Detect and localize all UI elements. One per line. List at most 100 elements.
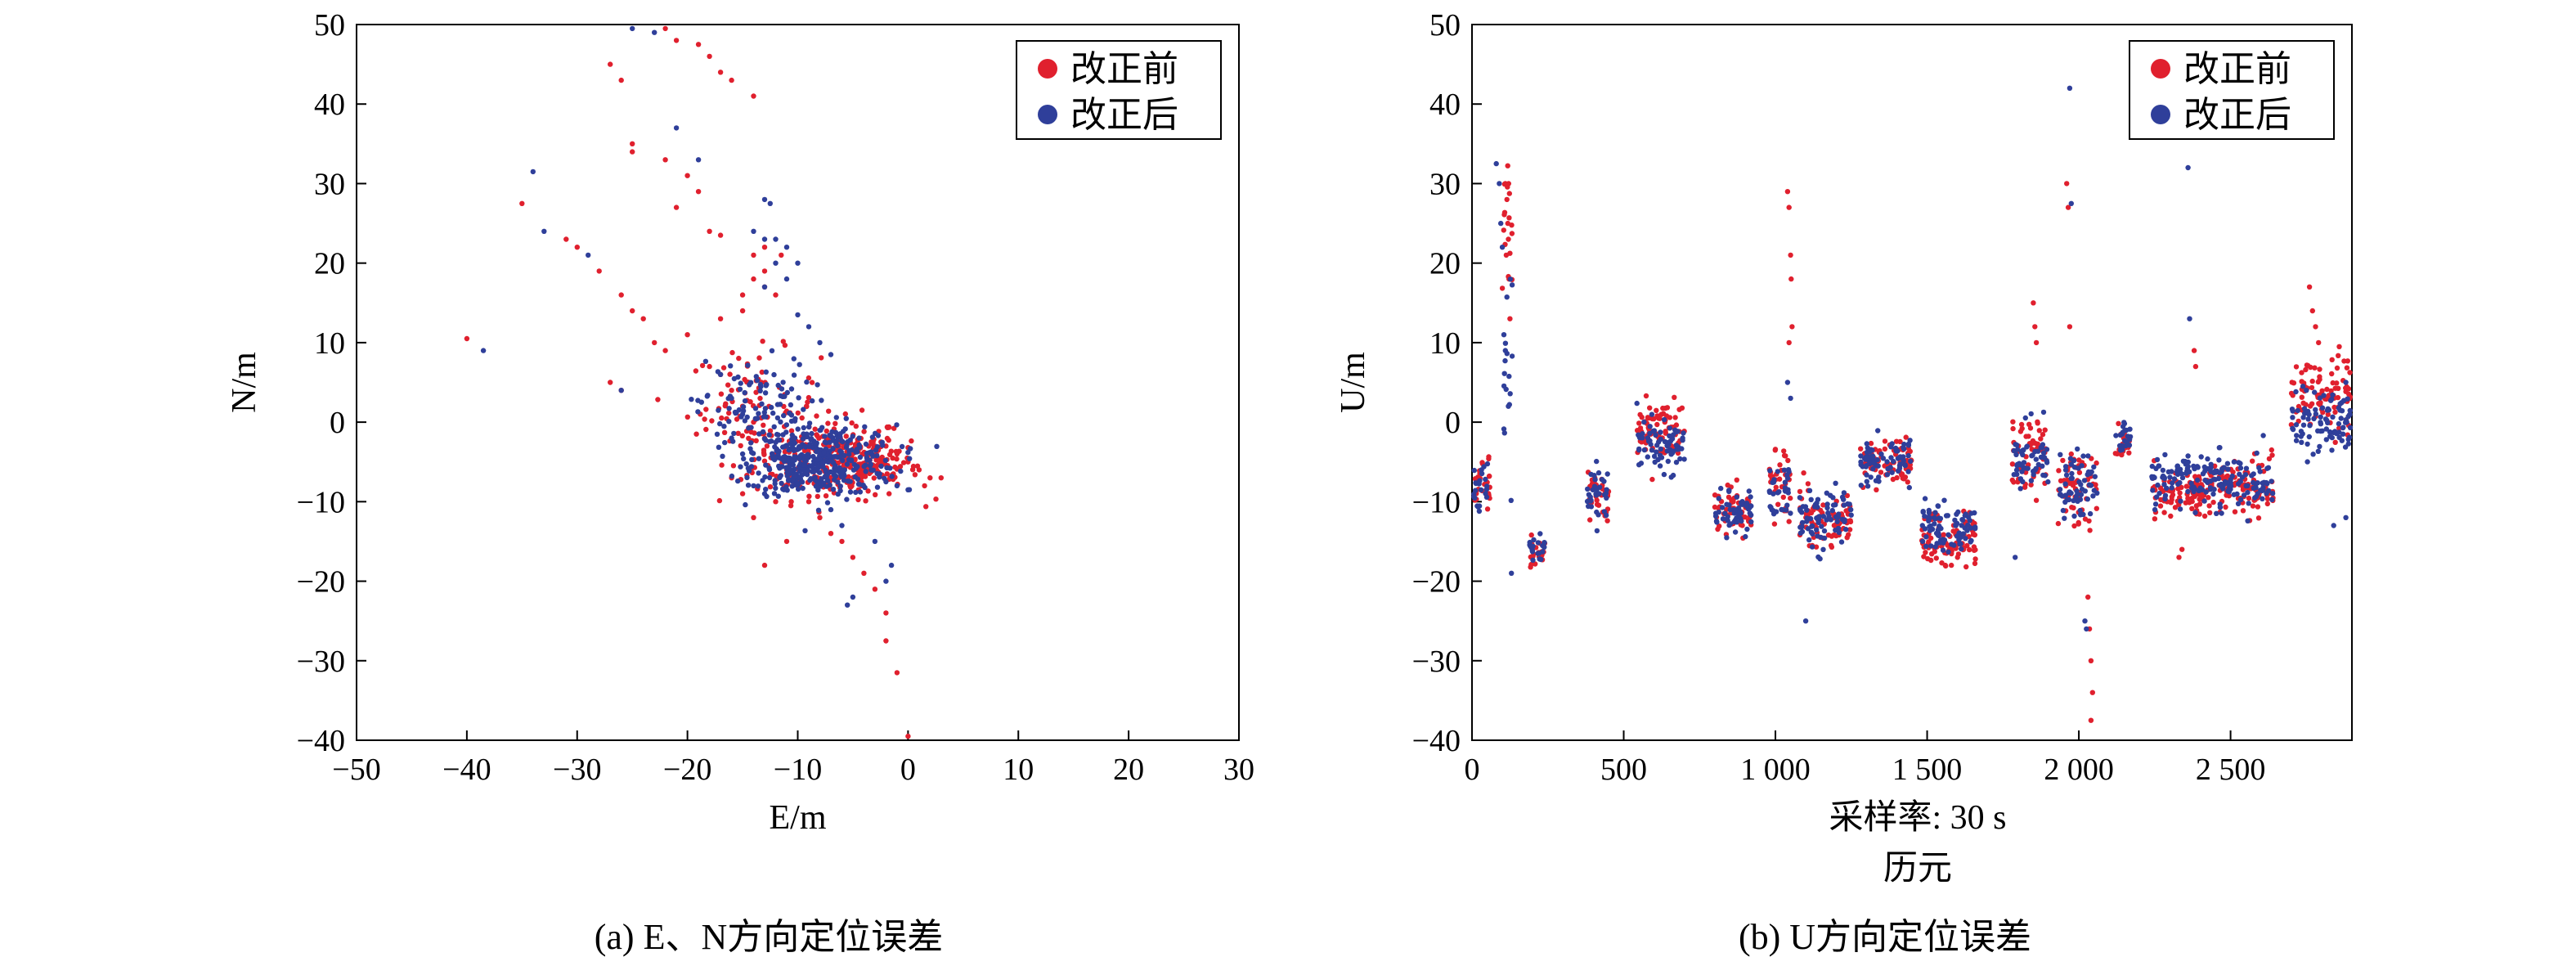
y-tick-label: −10 (297, 485, 345, 519)
point-before (2076, 457, 2082, 463)
point-after (2038, 444, 2044, 451)
point-before (761, 268, 768, 274)
point-after (2300, 384, 2306, 389)
point-after (2071, 465, 2078, 470)
point-after (801, 462, 807, 468)
point-after (2185, 488, 2191, 495)
point-after (2237, 471, 2242, 477)
point-after (769, 348, 775, 353)
point-before (2071, 523, 2077, 529)
point-after (1640, 431, 1645, 437)
point-after (788, 402, 794, 408)
point-after (1932, 510, 1938, 515)
point-before (761, 458, 768, 464)
point-before (1786, 339, 1792, 346)
x-tick-label: 10 (1003, 753, 1034, 787)
point-before (1954, 555, 1960, 560)
point-before (1776, 476, 1783, 482)
point-after (1592, 477, 1598, 483)
point-after (1501, 383, 1507, 389)
point-after (761, 414, 767, 420)
x-tick-label: 0 (900, 753, 916, 787)
point-after (1594, 487, 1600, 492)
point-after (1843, 527, 1849, 532)
point-after (771, 424, 777, 429)
point-after (792, 454, 797, 460)
point-before (2230, 470, 2236, 475)
point-after (1820, 514, 1827, 519)
point-after (853, 489, 859, 496)
point-after (1504, 294, 1510, 300)
point-after (874, 484, 881, 490)
point-after (738, 464, 743, 470)
point-after (2260, 433, 2266, 438)
point-after (1884, 459, 1890, 465)
point-after (2340, 425, 2346, 431)
point-before (2207, 510, 2213, 515)
point-after (1748, 512, 1754, 518)
point-after (1848, 506, 1854, 513)
point-before (2010, 419, 2016, 425)
x-tick-label: 0 (1465, 753, 1480, 787)
point-before (1921, 554, 1927, 559)
point-after (2067, 489, 2072, 495)
point-before (2269, 452, 2275, 458)
point-after (1673, 429, 1680, 435)
point-after (1506, 403, 1511, 409)
point-before (760, 339, 765, 344)
point-after (1604, 487, 1609, 492)
point-after (784, 389, 790, 396)
point-after (1834, 519, 1840, 524)
point-after (743, 501, 748, 508)
point-before (853, 423, 859, 429)
point-before (1501, 227, 1507, 233)
point-after (761, 196, 768, 203)
point-after (1906, 484, 1912, 491)
point-before (1825, 532, 1832, 538)
point-after (1531, 537, 1537, 543)
point-after (2300, 422, 2307, 428)
point-before (2055, 520, 2062, 527)
point-before (618, 292, 624, 298)
point-after (779, 480, 784, 487)
point-after (2304, 388, 2309, 393)
point-before (1472, 476, 1479, 482)
point-before (2040, 432, 2046, 438)
legend-label-before: 改正前 (1070, 48, 1178, 90)
point-before (2330, 380, 2336, 386)
point-before (703, 407, 709, 412)
point-after (2062, 515, 2067, 521)
point-before (894, 456, 900, 462)
point-before (1594, 497, 1600, 503)
point-before (2255, 504, 2261, 510)
point-after (799, 479, 806, 485)
point-after (1945, 513, 1950, 519)
point-after (2019, 469, 2025, 474)
point-after (726, 406, 732, 411)
point-after (795, 481, 801, 487)
point-after (767, 200, 773, 206)
legend-label-after: 改正后 (1070, 94, 1178, 136)
point-before (747, 399, 753, 405)
point-before (2299, 394, 2304, 400)
point-after (1821, 535, 1828, 541)
point-after (1841, 496, 1847, 502)
point-after (2152, 506, 2158, 513)
point-before (2172, 505, 2179, 510)
point-after (868, 461, 874, 467)
point-after (1596, 491, 1602, 496)
point-after (2311, 416, 2317, 422)
point-before (1643, 393, 1649, 399)
point-after (1804, 515, 1810, 521)
point-after (1814, 527, 1820, 532)
point-after (874, 453, 880, 459)
point-before (1820, 502, 1826, 508)
point-before (1587, 517, 1593, 523)
point-after (1773, 509, 1779, 514)
point-before (1805, 481, 1811, 487)
point-after (1901, 457, 1906, 464)
point-after (2040, 450, 2047, 456)
point-after (1748, 494, 1753, 500)
point-before (2332, 385, 2338, 391)
point-after (1902, 462, 1908, 469)
